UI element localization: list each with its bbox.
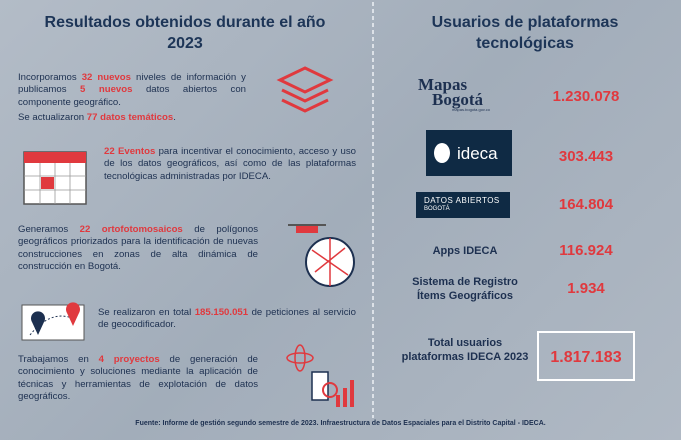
row-value: 1.934 <box>567 280 605 297</box>
layers-icon <box>276 66 334 113</box>
highlight: 5 nuevos <box>80 84 133 96</box>
logo-box <box>416 192 510 218</box>
total-label: Total usuarios plataformas IDECA 2023 <box>401 337 529 363</box>
paragraph: Generamos 22 ortofotomosaicos de polígon… <box>18 224 258 273</box>
logo-text: Bogotá <box>432 90 483 109</box>
left-title: Resultados obtenidos durante el año 2023 <box>44 14 326 52</box>
text-run: de generación de conocimiento y solucion… <box>18 354 258 402</box>
logo-mark <box>434 143 450 163</box>
paragraph: Incorporamos 32 nuevos niveles de inform… <box>18 72 246 109</box>
drone-map-icon <box>288 224 355 287</box>
logo-text: BOGOTÁ <box>424 206 450 212</box>
row-value: 1.230.078 <box>552 88 620 105</box>
text-run: Se actualizaron <box>18 111 87 123</box>
item-text: Trabajamos en 4 proyectos de generación … <box>18 354 258 406</box>
row-value: 303.443 <box>558 148 614 165</box>
text-run: Trabajamos en <box>18 354 99 365</box>
highlight: 4 proyectos <box>98 354 160 365</box>
highlight: 77 datos temáticos <box>86 111 174 123</box>
highlight: 185.150.051 <box>194 307 249 318</box>
row-value: 164.804 <box>558 196 614 213</box>
logo-text: Mapas <box>418 75 468 94</box>
right-title: Usuarios de plataformas tecnológicas <box>431 14 619 52</box>
paragraph: 22 Eventos para incentivar el conocimien… <box>104 146 356 183</box>
row-label: Apps IDECA <box>432 245 498 257</box>
logo-text: mapas.bogota.gov.co <box>452 107 490 112</box>
paragraph: Se actualizaron 77 datos temáticos. <box>18 112 246 124</box>
logo-text: ideca <box>457 144 498 163</box>
text-run: Generamos <box>18 224 80 235</box>
text-run: Se realizaron en total <box>98 307 195 318</box>
row-value: 116.924 <box>559 242 613 259</box>
highlight: 32 nuevos <box>81 72 131 83</box>
text-run: de polígonos geográficos priorizados par… <box>18 224 259 272</box>
text-run: . <box>173 111 176 123</box>
text-run: de peticiones al servicio de geocodifica… <box>98 307 356 331</box>
highlight: 22 ortofotomosaicos <box>79 224 183 235</box>
footer: Fuente: Informe de gestión segundo semes… <box>135 420 546 427</box>
calendar-icon <box>23 151 87 205</box>
item-text: Generamos 22 ortofotomosaicos de polígon… <box>18 224 258 276</box>
row-label: Sistema de Registro Ítems Geográficos <box>412 276 518 302</box>
item-text: Se realizaron en total 185.150.051 de pe… <box>98 307 356 335</box>
text-run: datos abiertos con componente geográfico… <box>18 84 246 108</box>
total-box <box>537 331 635 381</box>
pins-icon <box>21 302 85 341</box>
text-run: niveles de información y publicamos <box>18 72 246 96</box>
item-text: 22 Eventos para incentivar el conocimien… <box>104 146 356 186</box>
text-run: para incentivar el conocimiento, acceso … <box>104 146 356 182</box>
item-text: Incorporamos 32 nuevos niveles de inform… <box>18 72 246 127</box>
highlight: 22 Eventos <box>104 146 156 157</box>
paragraph: Trabajamos en 4 proyectos de generación … <box>18 354 258 403</box>
analytics-icon <box>286 344 354 407</box>
text-run: Incorporamos <box>18 72 82 83</box>
paragraph: Se realizaron en total 185.150.051 de pe… <box>98 307 356 332</box>
total-value: 1.817.183 <box>550 349 622 366</box>
logo-text: DATOS ABIERTOS <box>424 196 500 205</box>
